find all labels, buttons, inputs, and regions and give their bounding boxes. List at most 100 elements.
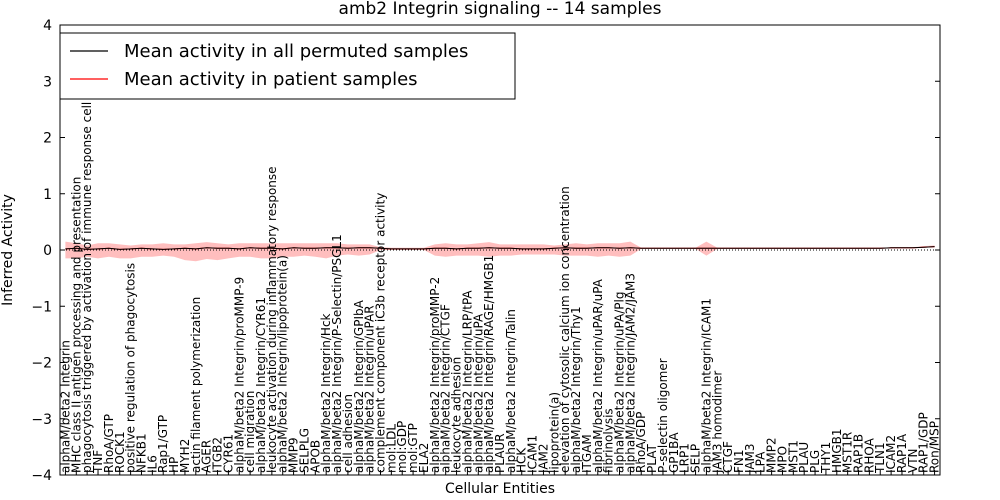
x-tick-label: alphaM/beta2 Integrin/CYR61 [254, 297, 268, 473]
x-tick-label: CTGF [721, 441, 735, 473]
x-tick-label: MYH2 [178, 439, 192, 473]
x-tick-label: RHOA [862, 437, 876, 473]
y-tick-label: 2 [43, 131, 52, 147]
x-tick-label: HCK [515, 447, 529, 473]
y-tick-label: 3 [43, 74, 52, 90]
x-tick-label: GP1BA [667, 432, 681, 473]
x-tick-label: positive regulation of phagocytosis [124, 263, 138, 473]
x-tick-label: alphaM/beta2 Integrin/CTGF [439, 304, 453, 473]
x-tick-label: ITGAM [580, 434, 594, 473]
x-tick-label: P-selectin oligomer [656, 358, 670, 473]
plot-area [60, 241, 940, 262]
x-tick-label: CYR61 [221, 434, 235, 473]
legend-box [59, 32, 516, 100]
x-tick-label: MST1 [786, 440, 800, 473]
x-tick-label: leukocyte activation during inflammatory… [265, 166, 279, 473]
legend: Mean activity in all permuted samples Mea… [59, 32, 516, 100]
x-tick-label: alphaM/beta2 Integrin/lipoprotein(a) [276, 255, 290, 473]
x-axis-label: Cellular Entities [445, 481, 555, 497]
y-tick-label: −2 [31, 356, 52, 372]
x-tick-label: fibrinolysis [602, 408, 616, 473]
x-tick-label: alphaM/beta2 Integrin/proMMP-2 [428, 277, 442, 473]
x-tick-label: mol:LDL [384, 424, 398, 473]
y-tick-label: 0 [43, 243, 52, 259]
x-tick-label: phagocytosis triggered by activation of … [80, 54, 94, 473]
x-tick-label: alphaM/beta2 Integrin/Hck [319, 313, 333, 473]
x-tick-label: THY1 [819, 442, 833, 474]
x-tick-label: alphaM/beta2 Integrin/uPAR/uPA [591, 278, 605, 473]
x-tick-label: HP [167, 457, 181, 473]
x-tick-label: alphaM/beta2 Integrin/uPA [471, 313, 485, 473]
x-tick-label: ICAM2 [884, 435, 898, 473]
x-tick-label: FN1 [732, 449, 746, 473]
x-tick-label: lipoprotein(a) [547, 392, 561, 473]
x-tick-label: RAP1/GDP [917, 412, 931, 473]
x-tick-label: Rap1/GTP [156, 415, 170, 473]
x-tick-label: MMP9 [287, 437, 301, 473]
x-tick-label: alphaM/beta2 Integrin/P-Selectin/PSGL1 [330, 234, 344, 473]
chart-title: amb2 Integrin signaling -- 14 samples [339, 0, 662, 19]
y-axis: −4 −3 −2 −1 0 1 2 3 4 [31, 18, 940, 484]
y-tick-label: −1 [31, 299, 52, 315]
x-tick-label: alphaM/beta2 Integrin [58, 340, 72, 473]
x-tick-label: Ron/MSP [928, 421, 942, 473]
x-tick-label: alphaM/beta2 Integrin/RAGE/HMGB1 [482, 255, 496, 473]
x-tick-label: JAM3 [743, 443, 757, 474]
x-tick-label: MST1R [841, 432, 855, 473]
series-line-permuted [65, 246, 935, 250]
y-tick-label: −4 [31, 468, 52, 484]
x-tick-label: ELA2 [417, 443, 431, 473]
x-tick-label: alphaM/beta2 Integrin/proMMP-9 [232, 277, 246, 473]
x-tick-label: HMGB1 [830, 428, 844, 473]
x-tick-label: PLAT [645, 444, 659, 473]
x-tick-label: alphaM/beta2 Integrin/uPAR [363, 305, 377, 473]
x-tick-label: SELPLG [297, 428, 311, 473]
x-tick-label: JAM3 homodimer [710, 371, 724, 474]
x-tick-label: MHC class II antigen processing and pres… [69, 177, 83, 473]
x-tick-label: VTN [906, 448, 920, 473]
x-tick-label: MMP2 [765, 437, 779, 473]
x-tick-label: JAM2 [537, 443, 551, 474]
x-tick-label: RAP1B [852, 434, 866, 473]
x-tick-label: SELP [689, 444, 703, 473]
x-tick-label: elevation of cytosolic calcium ion conce… [558, 186, 572, 473]
x-tick-label: IL6 [145, 455, 159, 473]
legend-label: Mean activity in patient samples [124, 69, 418, 90]
x-tick-label: LPA [754, 451, 768, 473]
y-tick-label: 1 [43, 187, 52, 203]
x-tick-label: alphaM/beta2 Integrin/LRP/tPA [460, 290, 474, 473]
x-tick-label: leukocyte adhesion [450, 357, 464, 473]
y-axis-label: Inferred Activity [0, 194, 16, 306]
x-tick-label: alphaM/beta2 Integrin/uPA/Plg [613, 292, 627, 473]
x-tick-label: alphaM/beta2 Integrin/Talin [504, 309, 518, 473]
legend-label: Mean activity in all permuted samples [124, 41, 468, 62]
y-tick-label: 4 [43, 18, 52, 34]
x-tick-label: alphaM/beta2 Integrin/ICAM1 [699, 298, 713, 473]
x-tick-label: NFKB1 [135, 433, 149, 473]
y-tick-label: −3 [31, 412, 52, 428]
x-tick-label: LRP1 [678, 443, 692, 473]
x-tick-label: cell migration [243, 391, 257, 473]
plot-frame [59, 24, 941, 476]
x-tick-label: mol:GTP [406, 423, 420, 473]
x-tick-label: actin filament polymerization [189, 297, 203, 473]
x-tick-label: RhoA/GTP [102, 414, 116, 473]
x-tick-label: cell adhesion [341, 394, 355, 473]
x-tick-label: RAP1A [895, 433, 909, 473]
x-tick-label: MPO [776, 446, 790, 473]
x-tick-label: alphaM/beta2 Integrin/Thy1 [569, 306, 583, 473]
x-tick-label: complement component iC3b receptor activ… [374, 193, 388, 473]
x-tick-label: alphaM/beta2 Integrin/JAM2/JAM3 [623, 273, 637, 473]
x-tick-label: RhoA/GDP [634, 412, 648, 473]
x-tick-label: ROCK1 [113, 431, 127, 473]
x-tick-label: APOB [308, 440, 322, 473]
x-tick-label: ICAM1 [526, 435, 540, 473]
x-tick-label: alphaM/beta2 Integrin/GPIbA [352, 299, 366, 473]
x-tick-label: ITGB2 [211, 437, 225, 473]
x-tick-label: TNF [91, 450, 105, 474]
x-tick-label: PLAU [797, 442, 811, 473]
x-tick-label: mol:GDP [395, 421, 409, 473]
patient-activity-band [65, 241, 935, 262]
